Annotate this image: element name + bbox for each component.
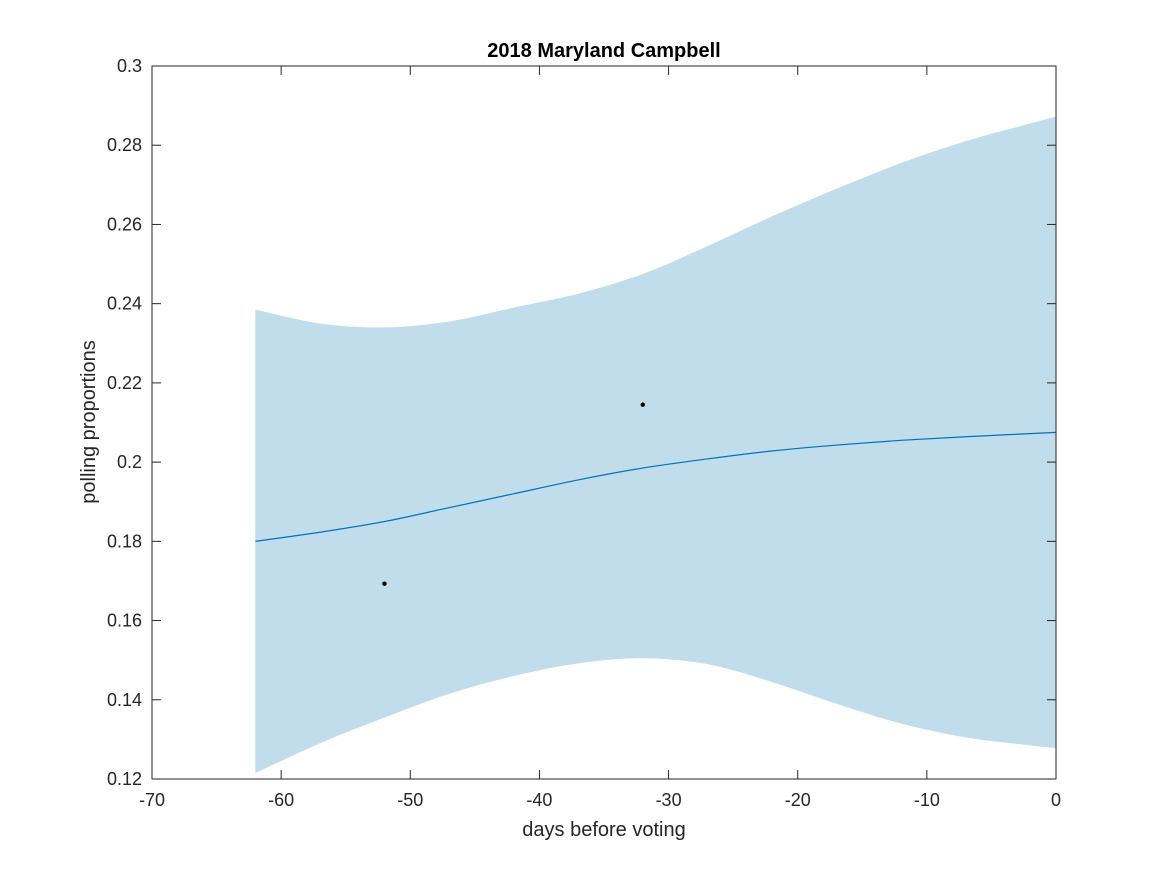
- axes-box: [151, 65, 1057, 780]
- y-tick-label: 0.24: [107, 294, 142, 314]
- poll-point: [382, 581, 387, 586]
- chart-title: 2018 Maryland Campbell: [487, 40, 720, 62]
- y-tick-label: 0.18: [107, 531, 142, 551]
- y-tick-label: 0.3: [117, 56, 142, 76]
- x-tick-label: -70: [139, 790, 165, 810]
- y-tick-label: 0.2: [117, 452, 142, 472]
- x-axis-label: days before voting: [522, 819, 685, 841]
- y-axis-label: polling proportions: [78, 340, 100, 503]
- axes: -70 -60 -50 -40 -30 -20 -10 0 0.12 0.14 0.16 0.18 0.…: [107, 56, 1061, 810]
- plot-area: [255, 116, 1057, 774]
- x-tick-label: 0: [1051, 790, 1061, 810]
- x-tick-label: -60: [268, 790, 294, 810]
- x-tick-label: -30: [656, 790, 682, 810]
- y-tick-label: 0.28: [107, 135, 142, 155]
- x-tick-label: -10: [914, 790, 940, 810]
- y-tick-label: 0.26: [107, 214, 142, 234]
- x-tick-label: -20: [785, 790, 811, 810]
- x-tick-label: -40: [526, 790, 552, 810]
- confidence-band: [255, 116, 1056, 774]
- poll-point: [640, 402, 645, 407]
- y-tick-label: 0.14: [107, 690, 142, 710]
- x-tick-label: -50: [397, 790, 423, 810]
- y-tick-label: 0.22: [107, 373, 142, 393]
- y-tick-label: 0.12: [107, 769, 142, 789]
- trend-line: [255, 431, 1057, 542]
- y-tick-label: 0.16: [107, 611, 142, 631]
